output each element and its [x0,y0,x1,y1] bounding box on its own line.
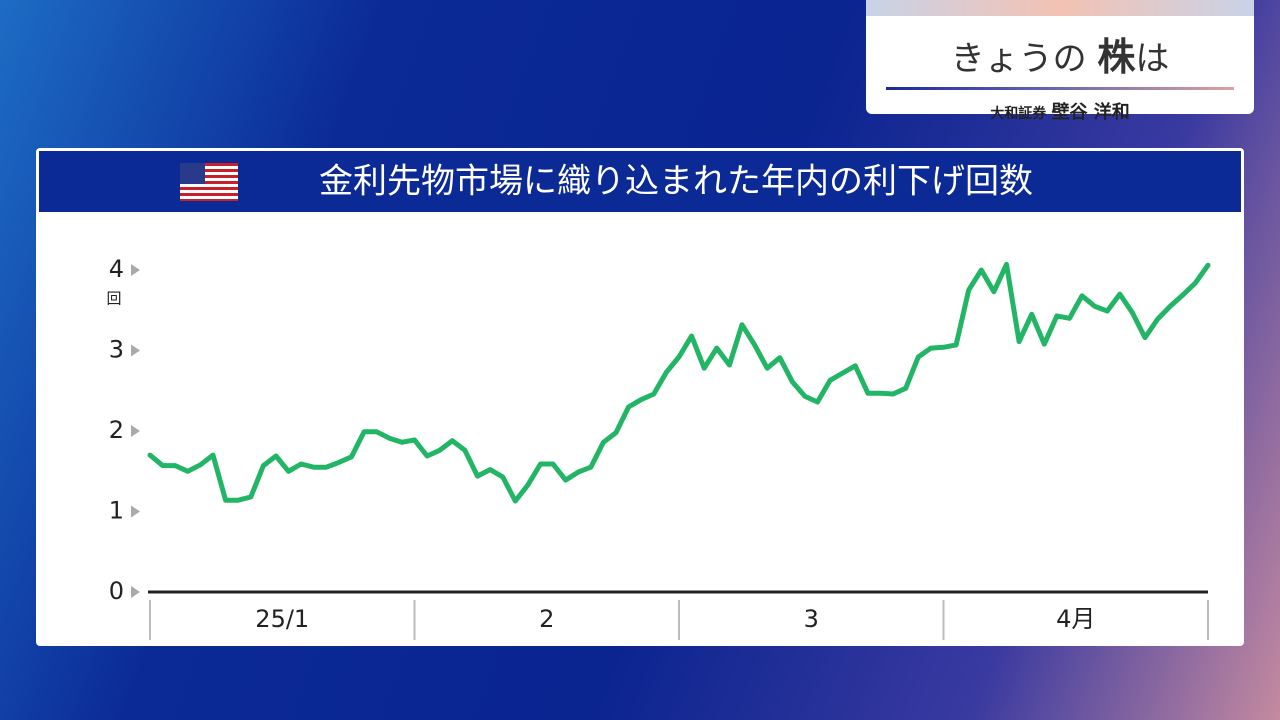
us-flag [180,163,238,201]
y-tick-mark [131,264,140,276]
y-tick-label: 0 [109,577,124,605]
header-title: きょうの 株は [866,26,1254,81]
y-tick-mark [131,425,140,437]
y-tick-label: 4 [109,255,124,283]
chart-title: 金利先物市場に織り込まれた年内の利下げ回数 [319,162,1033,202]
chart-panel [36,148,1244,646]
y-unit: 回 [106,290,121,308]
x-tick-label: 3 [804,605,819,633]
program-header: きょうの 株は 大和証券 壁谷 洋和 [866,0,1254,123]
person: 壁谷 洋和 [1051,102,1130,123]
x-tick-label: 2 [539,605,554,633]
title-post: は [1135,39,1170,79]
y-tick-mark [131,586,140,598]
title-bar [39,151,1241,212]
x-tick-label: 25/1 [255,605,309,633]
y-tick-mark [131,505,140,518]
y-tick-label: 2 [109,416,124,444]
company: 大和証券 [990,106,1047,122]
data-line [147,261,1211,504]
title-pre: きょうの [950,39,1087,79]
header-guest: 大和証券 壁谷 洋和 [866,98,1254,124]
x-tick-label: 4月 [1056,605,1095,633]
header-band [866,0,1254,16]
y-tick-label: 3 [109,336,124,364]
y-tick-mark [131,344,140,357]
y-tick-label: 1 [109,497,124,525]
title-key: 株 [1097,35,1136,79]
header-rule [886,87,1234,90]
